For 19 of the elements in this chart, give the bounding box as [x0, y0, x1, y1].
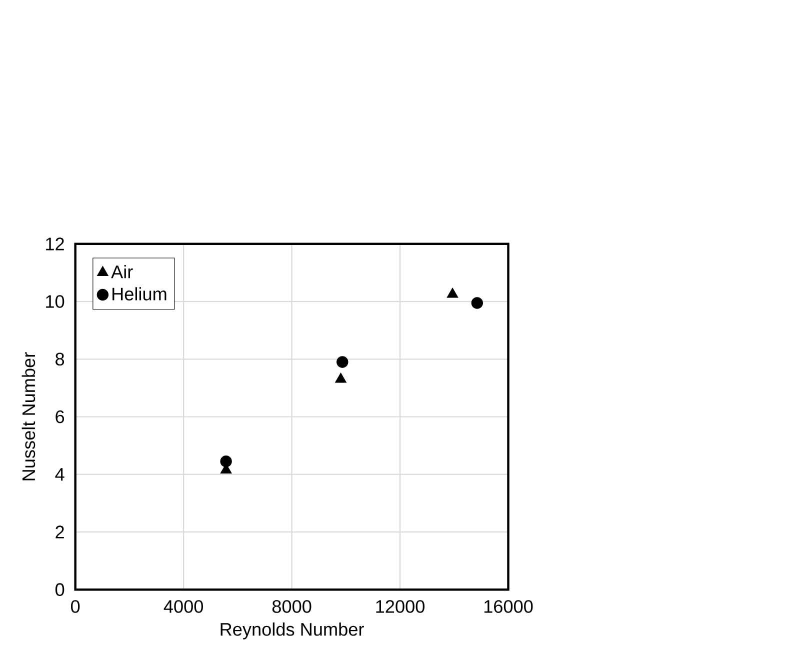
y-tick-label: 6	[56, 410, 64, 424]
y-tick-label: 4	[55, 468, 64, 481]
y-tick-label: 8	[56, 352, 64, 366]
y-tick-label: 0	[55, 583, 64, 596]
point	[471, 297, 483, 309]
legend-label: Air	[111, 264, 133, 278]
y-tick-label: 10	[46, 295, 64, 308]
y-tick-label: 12	[46, 238, 64, 250]
x-tick-label: 0	[70, 600, 80, 613]
point	[336, 356, 348, 368]
point	[335, 372, 346, 383]
x-tick-label: 12000	[376, 600, 424, 613]
x-tick-label: 16000	[484, 600, 533, 613]
legend-label: Helium	[112, 287, 166, 300]
x-axis-title: Reynolds Number	[220, 622, 364, 640]
y-axis-title: Nusselt Number	[22, 352, 36, 480]
x-tick-label: 8000	[272, 600, 312, 613]
y-tick-label: 2	[56, 526, 64, 538]
x-tick-label: 4000	[164, 600, 204, 613]
